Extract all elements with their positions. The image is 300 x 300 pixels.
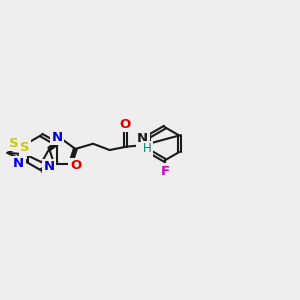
- Text: S: S: [20, 142, 30, 154]
- Text: H: H: [143, 142, 152, 155]
- Text: S: S: [9, 136, 19, 150]
- Text: N: N: [13, 157, 24, 170]
- Text: O: O: [70, 159, 81, 172]
- Text: N: N: [137, 132, 148, 146]
- Text: N: N: [44, 160, 55, 173]
- Text: O: O: [120, 118, 131, 131]
- Text: N: N: [52, 130, 63, 144]
- Text: F: F: [160, 165, 170, 178]
